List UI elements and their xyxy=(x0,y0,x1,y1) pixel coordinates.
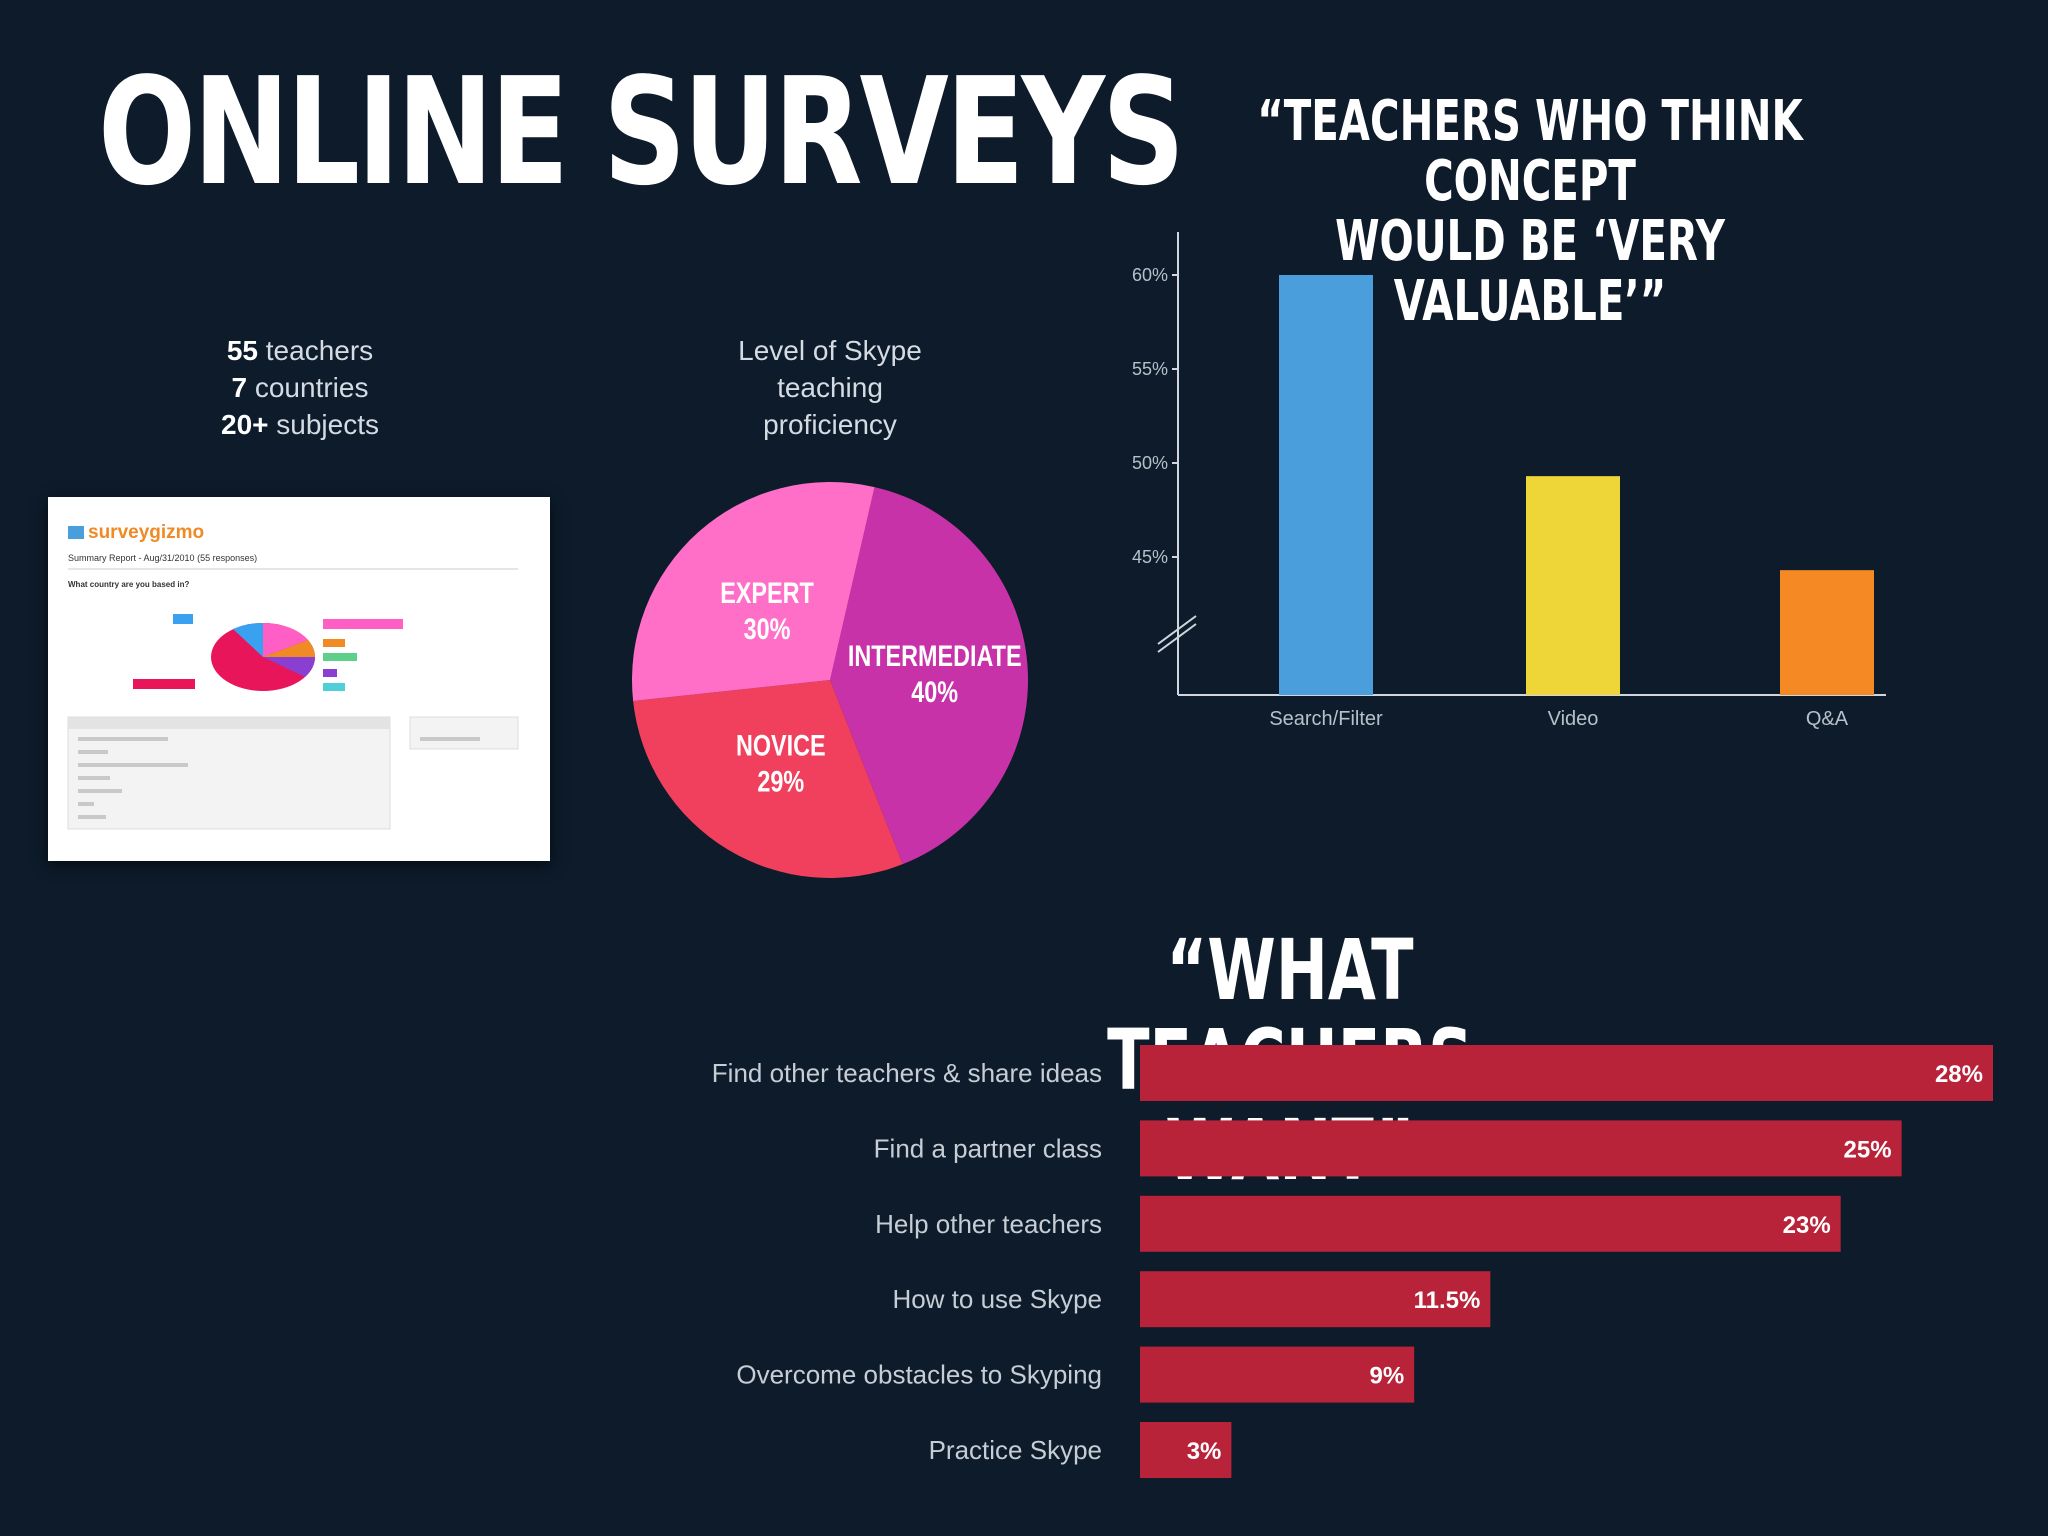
survey-stats: 55 teachers 7 countries 20+ subjects xyxy=(150,332,450,443)
bar-video xyxy=(1526,476,1620,695)
want-bar xyxy=(1140,1422,1232,1478)
pie-label-novice: NOVICE xyxy=(736,729,826,762)
pie-caption-line: teaching xyxy=(777,372,883,403)
want-value-label: 9% xyxy=(1369,1363,1404,1390)
want-label: Find other teachers & share ideas xyxy=(712,1058,1102,1088)
pie-slice-novice xyxy=(633,680,903,878)
want-label: Find a partner class xyxy=(874,1133,1102,1163)
pie-label-intermediate: INTERMEDIATE xyxy=(848,639,1022,672)
pie-slice-intermediate xyxy=(830,487,1028,865)
want-value-label: 25% xyxy=(1844,1136,1892,1163)
want-bar xyxy=(1140,1045,1993,1101)
bar-search-filter xyxy=(1279,275,1373,695)
want-value-label: 3% xyxy=(1187,1438,1222,1465)
pie-value-expert: 30% xyxy=(744,612,791,645)
hbar-svg: Find other teachers & share ideas 28% Find… xyxy=(712,1045,1993,1478)
want-label: Overcome obstacles to Skyping xyxy=(736,1360,1102,1390)
y-tick-label: 60% xyxy=(1132,265,1168,285)
want-bar xyxy=(1140,1120,1902,1177)
axis-break-mark xyxy=(1157,615,1197,653)
pie-label-expert: EXPERT xyxy=(720,576,814,609)
report-question: What country are you based in? xyxy=(68,580,189,589)
report-brand: surveygizmo xyxy=(88,522,204,543)
value-chart-title: “TEACHERS WHO THINK CONCEPT WOULD BE ‘VE… xyxy=(1257,89,1803,334)
pie-value-intermediate: 40% xyxy=(911,675,958,708)
want-bar xyxy=(1140,1195,1841,1252)
y-tick-label: 45% xyxy=(1132,547,1168,567)
pie-caption-line: Level of Skype xyxy=(738,335,922,366)
pie-caption-line: proficiency xyxy=(763,409,897,440)
report-thumbnail-art: surveygizmo Summary Report - Aug/31/2010… xyxy=(67,522,519,830)
stat-teachers: 55 teachers xyxy=(226,335,374,366)
want-label: How to use Skype xyxy=(892,1284,1102,1314)
x-tick-label: Search/Filter xyxy=(1269,708,1383,730)
pie-value-novice: 29% xyxy=(757,765,804,798)
surveygizmo-logo-icon xyxy=(68,526,84,539)
want-value-label: 28% xyxy=(1935,1061,1983,1088)
want-bar xyxy=(1140,1271,1491,1328)
want-label: Help other teachers xyxy=(875,1209,1102,1239)
slide-title: ONLINE SURVEYS xyxy=(98,46,1185,218)
stat-subjects: 20+ subjects xyxy=(221,409,379,440)
report-subtitle: Summary Report - Aug/31/2010 (55 respons… xyxy=(68,553,257,563)
pie-caption: Level of Skype teaching proficiency xyxy=(690,332,970,443)
x-tick-label: Video xyxy=(1548,708,1599,730)
want-value-label: 11.5% xyxy=(1414,1287,1481,1314)
y-tick-label: 55% xyxy=(1132,359,1168,379)
stat-countries: 7 countries xyxy=(231,372,369,403)
want-value-label: 23% xyxy=(1783,1212,1831,1239)
report-mini-pie xyxy=(211,622,315,691)
proficiency-pie-chart: INTERMEDIATE 40% NOVICE 29% EXPERT 30% xyxy=(630,480,1030,880)
y-tick-label: 50% xyxy=(1132,453,1168,473)
pie-slice-expert xyxy=(632,482,875,702)
survey-report-thumbnail: surveygizmo Summary Report - Aug/31/2010… xyxy=(48,497,550,861)
wants-bar-chart: Find other teachers & share ideas 28% Find… xyxy=(600,1030,2020,1490)
value-bar-chart: 45% 50% 55% 60% Search/Filter Video Q&A xyxy=(1100,220,2000,740)
vbar-svg: 45% 50% 55% 60% Search/Filter Video Q&A xyxy=(1132,232,1886,730)
want-label: Practice Skype xyxy=(929,1435,1102,1465)
want-bar xyxy=(1140,1346,1415,1403)
x-tick-label: Q&A xyxy=(1806,708,1849,730)
bar-qa xyxy=(1780,570,1874,695)
